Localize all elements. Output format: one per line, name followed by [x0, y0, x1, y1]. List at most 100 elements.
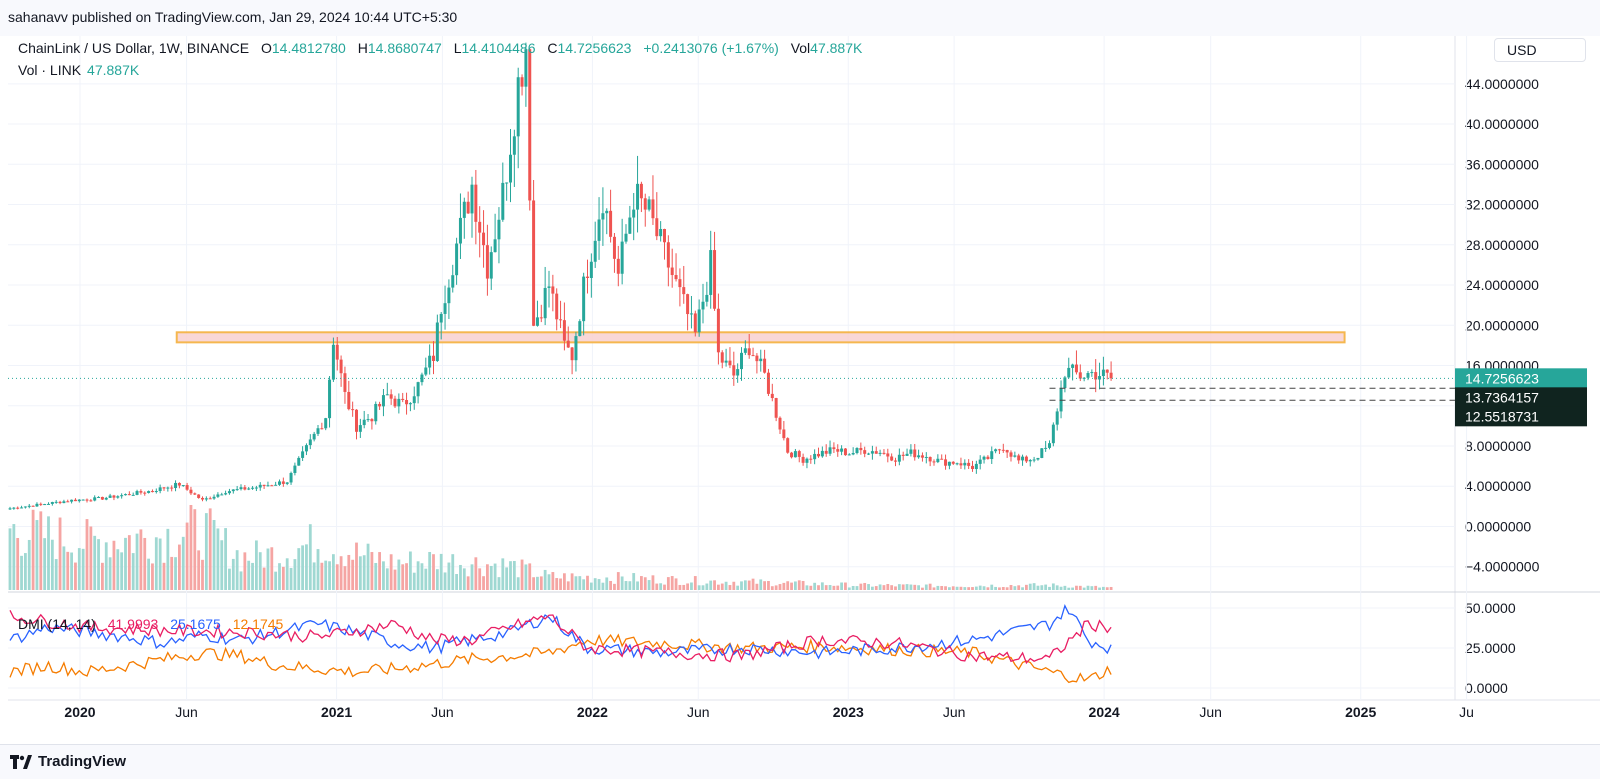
candle-body	[855, 447, 859, 454]
low-value: 14.4104486	[461, 40, 536, 56]
volume-bar	[528, 563, 532, 590]
volume-bar	[924, 584, 928, 590]
candle-body	[381, 395, 385, 407]
volume-bar	[62, 546, 66, 590]
volume-bar	[955, 586, 959, 590]
price-tick-label: 32.0000000	[1465, 197, 1539, 213]
volume-bar	[412, 572, 416, 590]
tradingview-logo[interactable]: TradingView	[10, 753, 126, 770]
volume-bar	[308, 524, 312, 590]
candle-body	[543, 287, 547, 319]
volume-bar	[301, 545, 304, 590]
volume-bar	[986, 587, 990, 590]
candle-body	[197, 494, 201, 498]
candle-body	[693, 313, 697, 333]
price-tag-label: 12.5518731	[1465, 408, 1539, 424]
candle-body	[366, 419, 370, 421]
volume-bar	[127, 535, 131, 590]
volume-bar	[878, 584, 882, 590]
candle-body	[901, 454, 905, 456]
volume-bar	[347, 554, 351, 590]
volume-bar	[717, 584, 720, 590]
volume-bar	[1051, 583, 1055, 590]
volume-bar	[231, 558, 235, 590]
candle-body	[612, 236, 616, 259]
candle-body	[1028, 460, 1032, 462]
candle-body	[43, 504, 47, 506]
candle-body	[782, 429, 786, 439]
volume-bar	[405, 563, 408, 590]
volume-bar	[894, 586, 897, 590]
candle-body	[27, 505, 31, 507]
candle-body	[797, 451, 801, 457]
volume-bar	[886, 584, 890, 590]
dmi-label[interactable]: DMI (14, 14)	[18, 616, 96, 632]
candle-body	[374, 403, 378, 422]
volume-bar	[81, 548, 85, 590]
candle-body	[701, 301, 705, 310]
candle-body	[50, 502, 54, 504]
time-tick-label: 2023	[833, 704, 864, 720]
volume-bar	[216, 528, 220, 590]
candle-body	[224, 493, 228, 495]
candle-body	[755, 355, 759, 362]
volume-bar	[77, 548, 81, 590]
volume-bar	[382, 561, 385, 590]
price-tick-label: 28.0000000	[1465, 237, 1539, 253]
volume-bar	[16, 538, 20, 590]
volume-bar	[959, 586, 963, 590]
volume-bar	[666, 577, 670, 590]
candle-body	[505, 182, 509, 184]
candle-body	[1094, 372, 1098, 380]
low-label: L	[453, 40, 462, 56]
price-tick-label: 44.0000000	[1465, 76, 1539, 92]
candle-body	[1040, 448, 1044, 458]
candle-body	[1051, 424, 1055, 444]
candle-body	[655, 218, 659, 237]
tradingview-logo-icon	[10, 754, 32, 769]
candle-body	[1086, 373, 1090, 378]
volume-bar	[809, 585, 813, 590]
candle-body	[955, 463, 959, 465]
candle-body	[278, 481, 281, 485]
currency-button[interactable]: USD	[1494, 38, 1586, 62]
candle-body	[435, 322, 439, 361]
volume-bar	[451, 554, 455, 590]
volume-bar	[1082, 587, 1086, 590]
candle-body	[185, 485, 189, 490]
volume-bar	[628, 581, 632, 590]
candle-body	[732, 365, 736, 376]
candle-body	[239, 487, 243, 490]
volume-bar	[70, 552, 73, 590]
symbol-name[interactable]: ChainLink / US Dollar, 1W, BINANCE	[18, 40, 250, 56]
candle-body	[97, 496, 101, 498]
volume-bar	[944, 586, 947, 590]
candle-body	[1090, 372, 1094, 374]
candle-body	[805, 458, 809, 463]
candle-body	[501, 182, 505, 220]
candle-body	[940, 458, 944, 460]
candle-body	[890, 456, 894, 461]
volume-bar	[536, 576, 539, 590]
candle-body	[316, 428, 320, 434]
candle-body	[301, 451, 305, 458]
candle-body	[81, 499, 85, 501]
volume-bar	[266, 548, 270, 590]
candle-body	[874, 451, 878, 454]
volume-bar	[97, 539, 100, 590]
volume-bar	[139, 529, 143, 590]
candle-body	[801, 456, 805, 463]
candle-body	[1098, 376, 1102, 380]
candle-body	[736, 369, 740, 376]
candle-body	[1055, 411, 1059, 425]
chart-canvas[interactable]: 44.0000000 40.0000000 36.0000000 32.0000000…	[0, 0, 1600, 744]
candle-body	[793, 451, 797, 458]
candle-body	[705, 294, 709, 302]
volume-bar	[532, 577, 535, 590]
candle-body	[639, 183, 643, 199]
volume-bar	[763, 581, 766, 590]
candle-body	[1024, 456, 1028, 462]
vol-series-label[interactable]: Vol · LINK	[18, 62, 82, 78]
candle-body	[651, 199, 655, 219]
volume-bar	[1028, 583, 1032, 590]
